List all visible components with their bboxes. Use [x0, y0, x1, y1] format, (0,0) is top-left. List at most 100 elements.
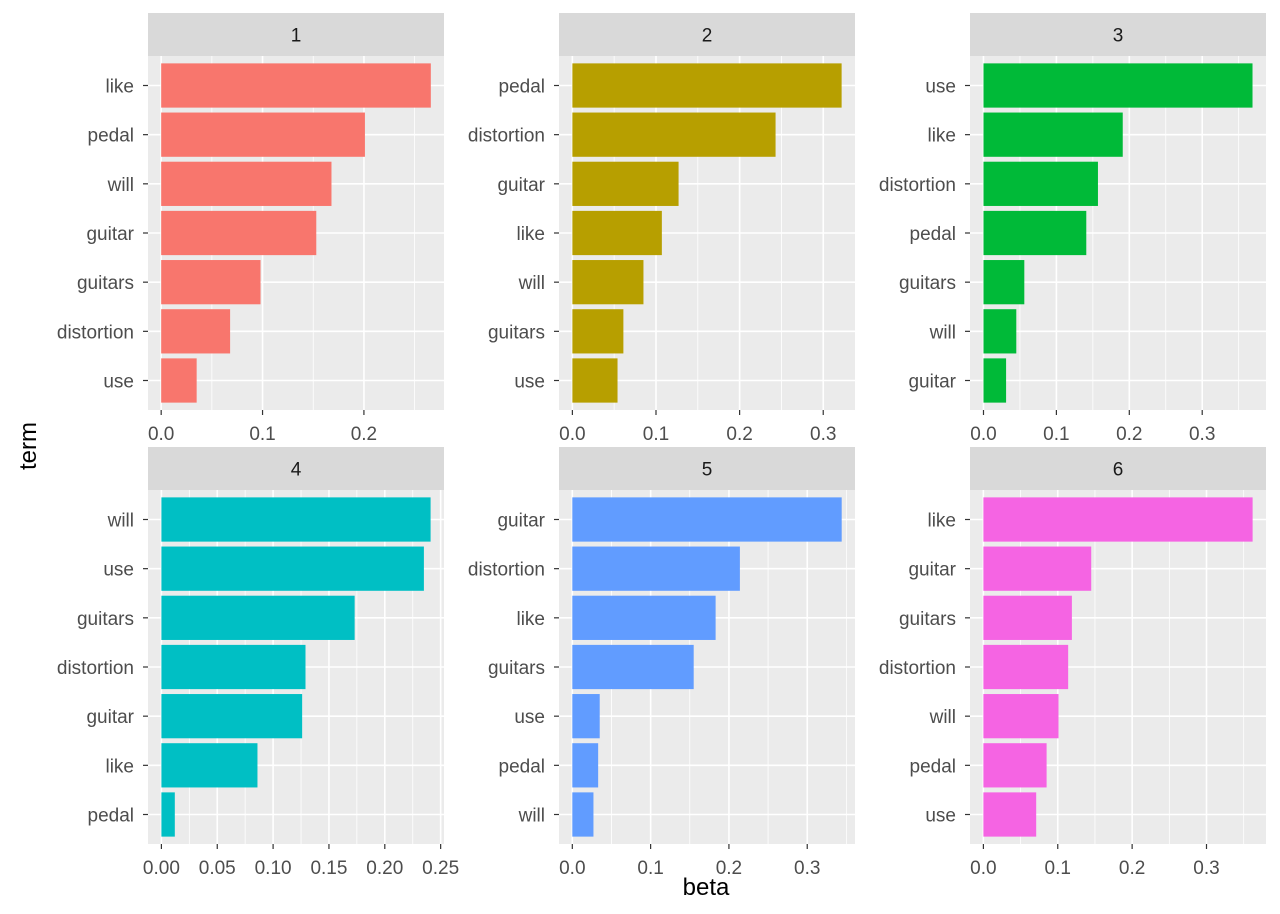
- bar-pedal: [572, 63, 842, 108]
- y-tick-label: will: [107, 511, 134, 532]
- y-tick-label: like: [105, 756, 134, 777]
- facet-strip: [970, 13, 1266, 56]
- x-tick-label: 0.1: [637, 858, 663, 879]
- y-tick-label: pedal: [88, 126, 135, 147]
- x-axis-title: beta: [683, 874, 730, 901]
- bar-distortion: [161, 644, 306, 690]
- bar-guitar: [572, 497, 842, 542]
- x-tick-label: 0.1: [1043, 424, 1069, 445]
- bar-guitars: [161, 260, 261, 305]
- x-tick-label: 0.1: [249, 424, 275, 445]
- bar-use: [161, 358, 197, 403]
- y-tick-label: guitars: [77, 609, 134, 630]
- x-tick-label: 0.10: [255, 858, 292, 879]
- bar-guitar: [161, 694, 303, 739]
- y-tick-label: guitars: [488, 322, 545, 343]
- y-tick-label: guitars: [77, 273, 134, 294]
- y-tick-label: will: [518, 273, 545, 294]
- y-tick-label: will: [929, 322, 956, 343]
- facet-strip: [148, 13, 444, 56]
- y-tick-label: use: [514, 707, 545, 728]
- bar-guitars: [983, 260, 1025, 305]
- x-tick-label: 0.3: [1189, 424, 1215, 445]
- y-tick-label: distortion: [468, 126, 545, 147]
- bar-like: [983, 497, 1253, 542]
- bar-like: [572, 595, 716, 640]
- y-tick-label: will: [929, 707, 956, 728]
- facet-strip: [970, 447, 1266, 490]
- y-tick-label: distortion: [879, 658, 956, 679]
- bar-pedal: [572, 743, 599, 788]
- bar-will: [161, 161, 332, 206]
- y-tick-label: use: [103, 560, 134, 581]
- bar-like: [161, 743, 258, 788]
- y-axis-title: term: [15, 422, 42, 470]
- y-tick-label: guitars: [899, 273, 956, 294]
- bar-pedal: [983, 743, 1047, 788]
- y-tick-label: like: [927, 126, 956, 147]
- y-tick-label: distortion: [879, 175, 956, 196]
- y-tick-label: will: [518, 806, 545, 827]
- y-tick-label: use: [925, 806, 956, 827]
- bar-use: [572, 694, 600, 739]
- x-tick-label: 0.1: [1045, 858, 1071, 879]
- y-tick-label: use: [514, 372, 545, 393]
- bar-will: [572, 260, 644, 305]
- bar-guitars: [983, 595, 1072, 640]
- facet-strip-label: 6: [1113, 460, 1124, 481]
- y-tick-label: pedal: [88, 806, 135, 827]
- y-tick-label: distortion: [57, 658, 134, 679]
- y-tick-label: like: [516, 224, 545, 245]
- facet-strip: [148, 447, 444, 490]
- bar-will: [161, 497, 431, 542]
- y-tick-label: like: [105, 77, 134, 98]
- x-tick-label: 0.0: [559, 858, 585, 879]
- facet-panel-5: 5 guitar distortion like guitars use pedal will…: [468, 447, 855, 879]
- y-tick-label: guitars: [899, 609, 956, 630]
- bar-guitars: [572, 309, 624, 354]
- bar-guitars: [572, 644, 694, 690]
- bar-guitar: [983, 358, 1007, 403]
- bar-distortion: [572, 546, 740, 591]
- bar-will: [983, 694, 1059, 739]
- bar-pedal: [161, 112, 365, 157]
- facet-panel-6: 6 like guitar guitars distortion will pedal use…: [879, 447, 1266, 879]
- bar-distortion: [983, 644, 1069, 690]
- y-tick-label: pedal: [910, 756, 957, 777]
- y-tick-label: pedal: [910, 224, 957, 245]
- bar-like: [572, 210, 662, 256]
- x-tick-label: 0.15: [310, 858, 347, 879]
- facet-strip-label: 3: [1113, 26, 1124, 47]
- y-tick-label: will: [107, 175, 134, 196]
- x-tick-label: 0.05: [199, 858, 236, 879]
- x-tick-label: 0.0: [970, 424, 996, 445]
- bar-use: [572, 358, 618, 403]
- bar-guitar: [161, 210, 317, 256]
- bar-will: [983, 309, 1017, 354]
- x-tick-label: 0.3: [810, 424, 836, 445]
- y-tick-label: distortion: [57, 322, 134, 343]
- bar-distortion: [983, 161, 1098, 206]
- x-tick-label: 0.2: [726, 424, 752, 445]
- bar-guitar: [572, 161, 679, 206]
- x-tick-label: 0.2: [351, 424, 377, 445]
- x-tick-label: 0.3: [1193, 858, 1219, 879]
- x-tick-label: 0.25: [422, 858, 459, 879]
- y-tick-label: guitars: [488, 658, 545, 679]
- x-tick-label: 0.3: [794, 858, 820, 879]
- x-tick-label: 0.2: [1119, 858, 1145, 879]
- x-tick-label: 0.0: [559, 424, 585, 445]
- facet-panel-1: 1 like pedal will guitar guitars distortion use…: [57, 13, 444, 445]
- bar-use: [983, 792, 1037, 837]
- x-tick-label: 0.0: [970, 858, 996, 879]
- bar-will: [572, 792, 594, 837]
- bar-guitar: [983, 546, 1092, 591]
- bar-like: [983, 112, 1123, 157]
- y-tick-label: pedal: [499, 756, 546, 777]
- y-tick-label: guitar: [497, 175, 545, 196]
- facet-strip-label: 4: [291, 460, 302, 481]
- facet-panel-2: 2 pedal distortion guitar like will guitars use…: [468, 13, 855, 445]
- y-tick-label: guitar: [908, 372, 956, 393]
- y-tick-label: guitar: [86, 224, 134, 245]
